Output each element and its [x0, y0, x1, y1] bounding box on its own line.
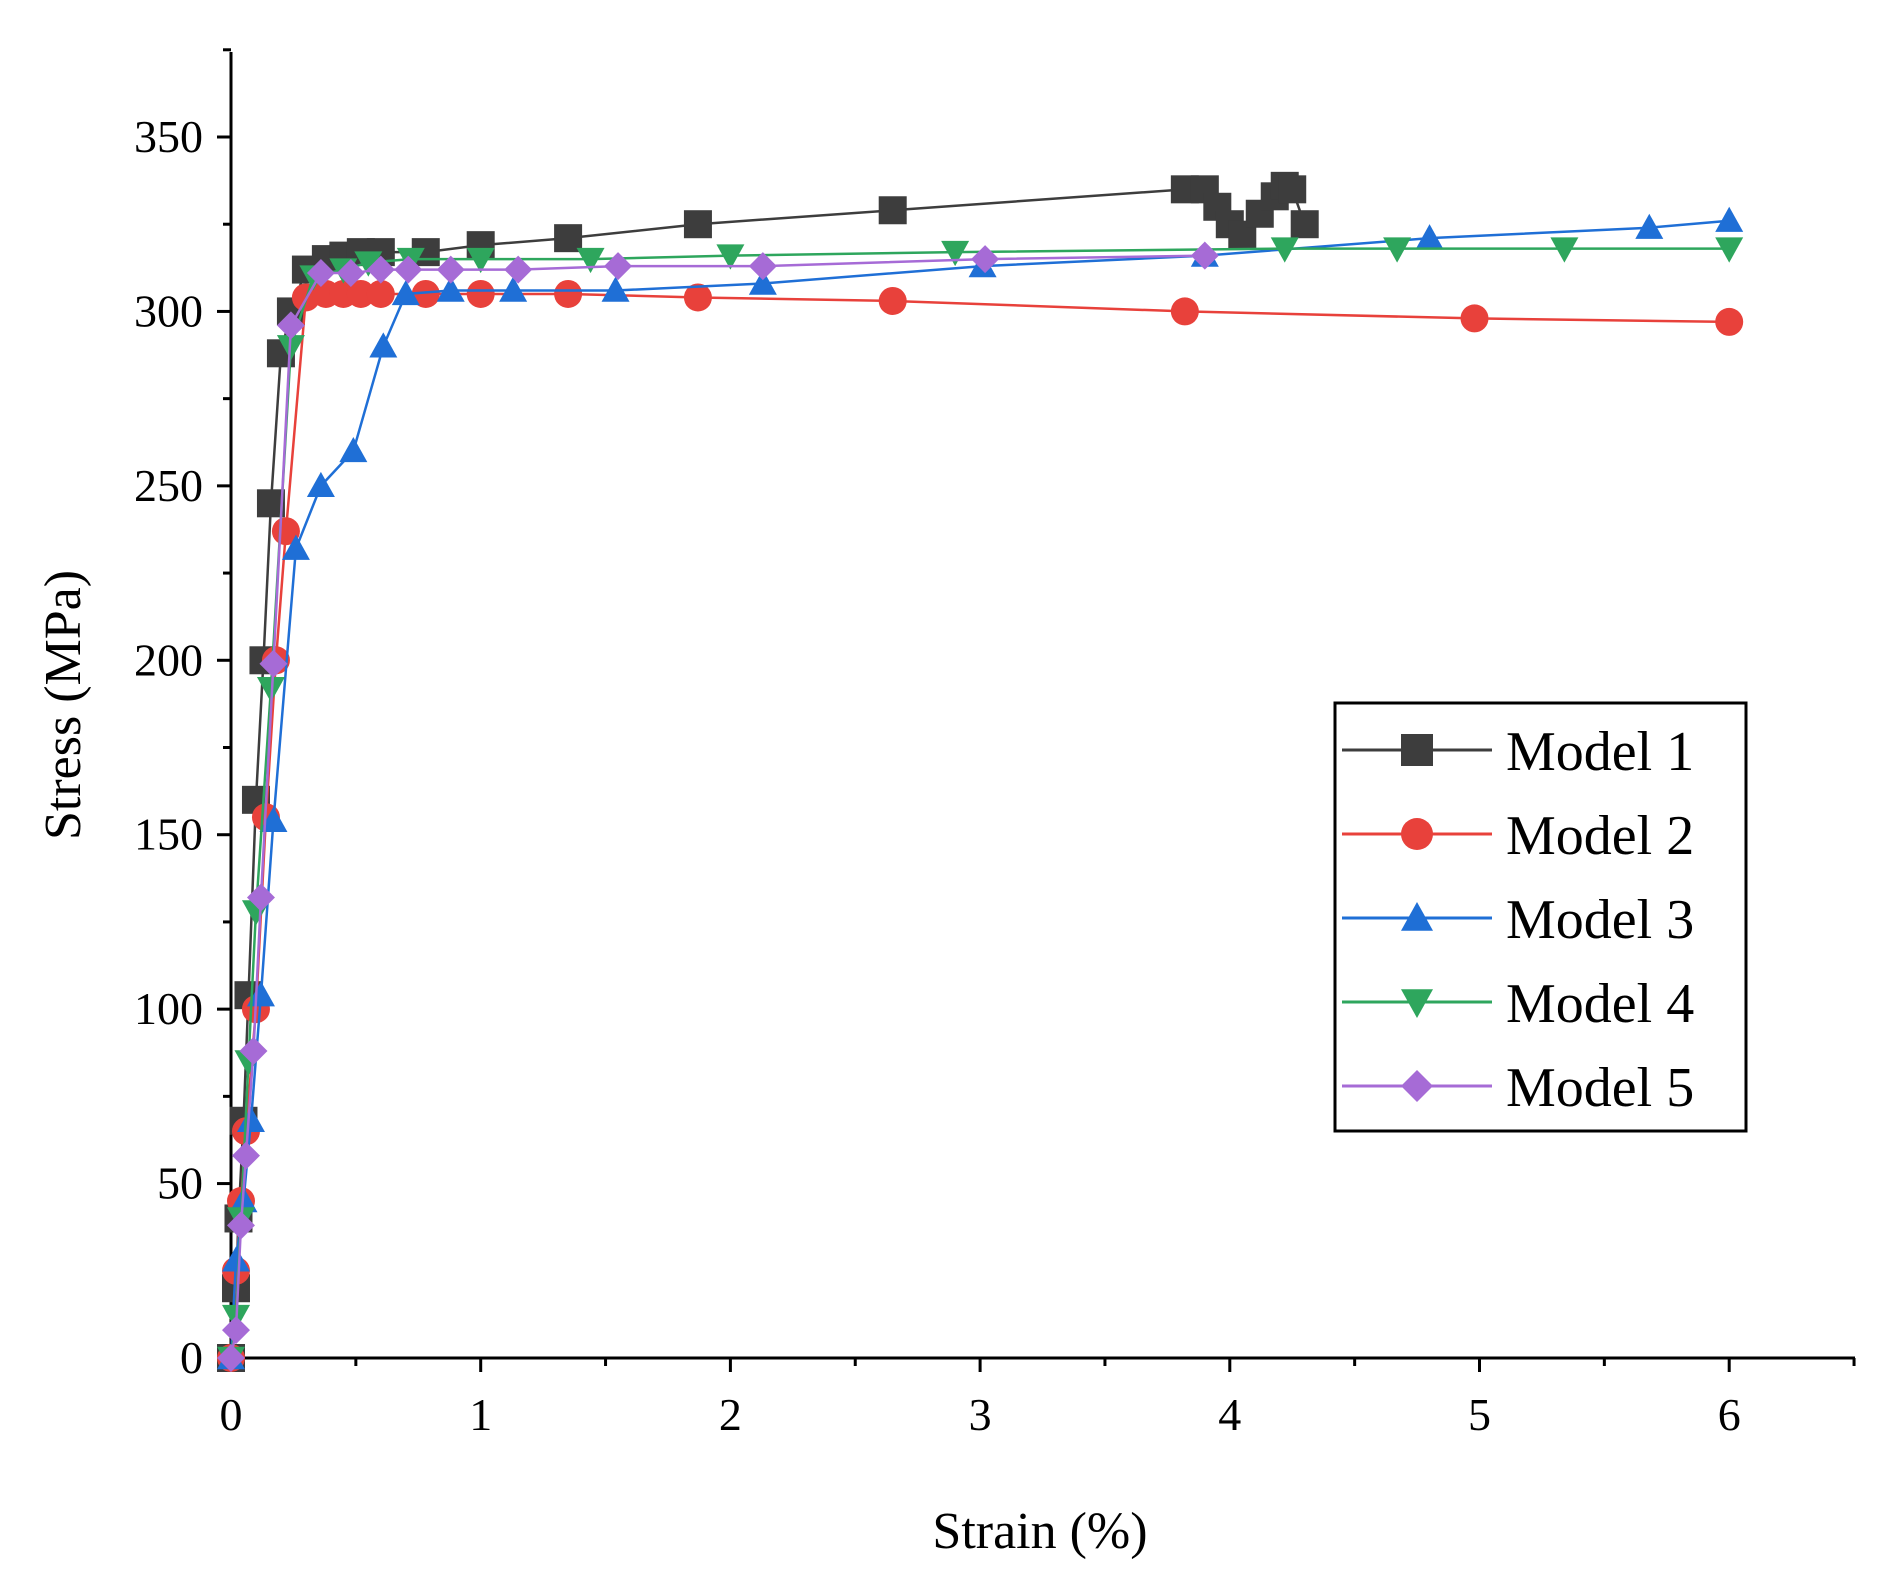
- data-point: [366, 279, 395, 308]
- data-point: [1715, 206, 1744, 232]
- series-line: [229, 184, 1306, 1359]
- data-point: [1383, 237, 1412, 263]
- data-point: [1415, 224, 1444, 250]
- data-point: [236, 1106, 265, 1132]
- data-point: [576, 247, 605, 274]
- legend-marker: [1401, 989, 1433, 1018]
- x-tick-label: 3: [969, 1389, 992, 1440]
- data-point: [1550, 237, 1579, 263]
- y-tick-label: 350: [134, 111, 203, 162]
- x-tick-label: 4: [1218, 1389, 1241, 1440]
- axes: 0 50 100 150 200 250 300 350 0 1 2 3 4 5 6: [134, 48, 1856, 1440]
- y-tick-label: 200: [134, 634, 203, 685]
- data-point: [504, 255, 533, 284]
- data-point: [354, 251, 383, 277]
- data-point: [683, 210, 712, 239]
- data-point: [971, 245, 1000, 274]
- y-tick-label: 100: [134, 983, 203, 1034]
- data-point: [1635, 213, 1664, 239]
- data-point: [1190, 241, 1219, 270]
- y-tick-label: 300: [134, 285, 203, 336]
- data-point: [231, 1141, 260, 1170]
- legend-marker: [1401, 734, 1433, 766]
- data-point: [748, 269, 777, 295]
- data-point: [217, 1344, 245, 1372]
- x-tick-label: 1: [469, 1389, 492, 1440]
- legend-label: Model 5: [1506, 1057, 1694, 1119]
- legend-label: Model 4: [1506, 973, 1694, 1035]
- legend-label: Model 3: [1506, 889, 1694, 951]
- y-tick-label: 250: [134, 460, 203, 511]
- data-point: [346, 279, 375, 308]
- data-point: [1290, 210, 1319, 239]
- data-point: [369, 332, 398, 358]
- x-tick-label: 0: [220, 1389, 243, 1440]
- data-point: [499, 276, 528, 302]
- x-tick-label: 2: [719, 1389, 742, 1440]
- data-point: [601, 276, 630, 302]
- data-point: [683, 283, 712, 312]
- legend: Model 1 Model 2 Model 3 Model 4 Model 5: [1333, 701, 1748, 1133]
- legend-marker: [1401, 902, 1433, 931]
- data-point: [391, 279, 420, 306]
- data-point: [306, 471, 335, 498]
- data-point: [466, 279, 495, 308]
- data-point: [221, 1246, 250, 1272]
- data-point: [366, 255, 395, 284]
- legend-marker: [1401, 1070, 1433, 1102]
- data-point: [554, 224, 583, 253]
- data-point: [941, 240, 970, 267]
- data-point: [1715, 307, 1744, 336]
- data-point: [239, 1037, 268, 1066]
- data-point: [336, 259, 365, 288]
- data-point: [554, 279, 583, 308]
- y-tick-label: 50: [157, 1158, 203, 1209]
- data-point: [306, 259, 335, 288]
- data-point: [339, 436, 368, 463]
- data-point: [394, 255, 423, 284]
- data-point: [748, 252, 777, 281]
- data-point: [1460, 304, 1489, 333]
- data-point: [1270, 237, 1299, 263]
- x-tick-label: 5: [1468, 1389, 1491, 1440]
- data-point: [246, 981, 275, 1007]
- data-point: [436, 255, 465, 284]
- data-point: [466, 247, 495, 274]
- legend-label: Model 2: [1506, 805, 1694, 867]
- series-5: [217, 241, 1219, 1372]
- legend-marker: [1401, 818, 1433, 850]
- data-point: [878, 196, 907, 225]
- series-group: [217, 171, 1744, 1372]
- data-point: [411, 279, 440, 308]
- data-point: [259, 649, 288, 678]
- data-point: [281, 534, 310, 560]
- data-point: [221, 1316, 250, 1345]
- data-point: [1278, 175, 1307, 204]
- data-point: [1715, 237, 1744, 263]
- y-axis-title: Stress (MPa): [35, 570, 92, 840]
- x-axis-title: Strain (%): [932, 1503, 1147, 1560]
- data-point: [878, 286, 907, 315]
- x-tick-label: 6: [1718, 1389, 1741, 1440]
- series-line: [229, 254, 1205, 1359]
- y-tick-label: 150: [134, 809, 203, 860]
- data-point: [246, 883, 275, 912]
- data-point: [276, 311, 305, 340]
- data-point: [1170, 297, 1199, 326]
- data-point: [226, 1211, 255, 1240]
- legend-label: Model 1: [1506, 721, 1694, 783]
- y-tick-label: 0: [180, 1332, 203, 1383]
- data-point: [604, 252, 633, 281]
- data-point: [716, 244, 745, 270]
- data-point: [436, 276, 465, 302]
- data-point: [259, 806, 288, 832]
